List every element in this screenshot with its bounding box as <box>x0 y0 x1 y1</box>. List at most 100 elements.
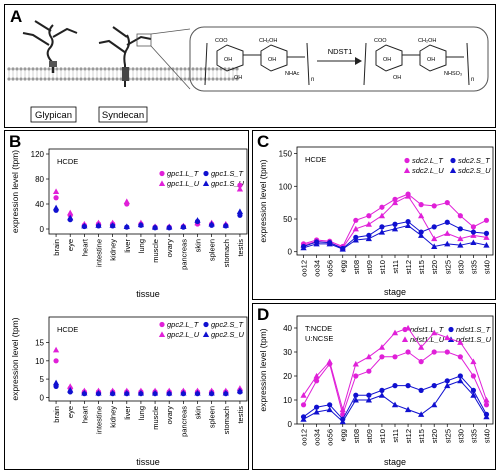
x-tick-label: skin <box>194 239 203 252</box>
membrane-lipid-dot <box>11 67 15 71</box>
membrane-lipid-dot <box>71 77 75 81</box>
data-point <box>67 386 74 393</box>
x-tick-label: oo34 <box>313 429 322 446</box>
membrane-lipid-dot <box>175 77 179 81</box>
legend-marker <box>448 326 454 333</box>
data-point <box>457 242 464 248</box>
data-point <box>444 219 450 225</box>
data-point <box>366 213 372 219</box>
x-tick-label: oo12 <box>300 260 309 277</box>
membrane-lipid-dot <box>155 77 159 81</box>
x-tick-label: st09 <box>365 429 374 443</box>
y-tick-label: 0 <box>288 420 293 429</box>
x-tick-label: st10 <box>378 429 387 443</box>
left-oh2-label: OH <box>268 57 276 63</box>
left-ch2oh-label: CH₂OH <box>259 38 277 44</box>
x-tick-label: st35 <box>469 260 478 274</box>
membrane-lipid-dot <box>215 67 219 71</box>
membrane-lipid-dot <box>143 67 147 71</box>
membrane-lipid-dot <box>63 67 67 71</box>
legend-marker <box>203 321 209 328</box>
legend-label: gpc2.L_T <box>167 320 200 329</box>
legend-marker <box>202 180 210 186</box>
legend-marker <box>159 170 165 177</box>
x-axis-label: stage <box>384 457 406 467</box>
data-point <box>300 392 307 398</box>
reaction-arrow-icon <box>317 57 362 65</box>
membrane-lipid-dot <box>135 77 139 81</box>
legend-marker <box>450 157 456 164</box>
data-point <box>392 196 398 202</box>
panel-c: C 0 50 100 150 oo12 oo34 oo56 egg st08 st09 st10 st… <box>252 130 496 300</box>
x-tick-label: st08 <box>352 260 361 274</box>
data-point <box>379 224 385 230</box>
data-point <box>431 235 438 242</box>
data-point <box>418 411 425 417</box>
data-point <box>109 389 116 396</box>
data-point <box>180 389 187 396</box>
panel-a-diagram: NDST1 COO CH₂OH OH OH OH NHAc n COO CH₂O… <box>7 20 489 123</box>
data-point <box>236 185 244 192</box>
legend-marker <box>401 336 409 342</box>
panel-a: A <box>4 4 496 128</box>
data-point <box>137 221 145 228</box>
chemistry-box <box>189 26 489 92</box>
data-point <box>352 396 359 403</box>
x-tick-label: eye <box>66 239 75 251</box>
data-point <box>470 387 476 393</box>
y-axis-label: expression level (tpm) <box>10 317 20 400</box>
membrane-lipid-dot <box>87 67 91 71</box>
data-point <box>418 232 425 238</box>
legend-label: gpc2.L_U <box>167 330 200 339</box>
membrane-lipid-dot <box>131 77 135 81</box>
y-tick-label: 20 <box>283 372 292 381</box>
membrane-lipid-dot <box>135 67 139 71</box>
data-point <box>405 219 411 225</box>
x-tick-label: spleen <box>208 406 217 428</box>
data-point <box>166 224 173 230</box>
x-tick-label: kidney <box>109 239 118 261</box>
legend-label: ndst1.L_U <box>410 335 445 344</box>
data-point <box>366 368 372 374</box>
legend-marker <box>449 167 457 173</box>
membrane-lipid-dot <box>183 77 187 81</box>
right-n-label: n <box>471 77 474 83</box>
data-point <box>418 212 425 219</box>
y-tick-label: 10 <box>35 357 44 366</box>
membrane-lipid-dot <box>139 77 143 81</box>
membrane-lipid-dot <box>147 67 151 71</box>
membrane-lipid-dot <box>107 67 111 71</box>
panel-d: D 0 10 20 30 40 oo12 oo34 oo56 egg st08 st09 st10 st… <box>252 303 496 470</box>
y-tick-label: 40 <box>35 200 44 209</box>
data-point <box>392 354 398 360</box>
x-tick-label: st40 <box>482 260 491 274</box>
membrane-lipid-dot <box>115 77 119 81</box>
membrane-lipid-dot <box>199 77 203 81</box>
y-tick-label: 100 <box>279 182 293 191</box>
cell-membrane <box>7 67 242 81</box>
membrane-lipid-dot <box>235 67 239 71</box>
membrane-lipid-dot <box>143 77 147 81</box>
membrane-lipid-dot <box>91 77 95 81</box>
data-point <box>151 224 159 230</box>
data-point <box>81 222 88 229</box>
membrane-lipid-dot <box>167 67 171 71</box>
legend-label: ndst1.L_T <box>410 325 445 334</box>
data-point <box>52 379 60 386</box>
membrane-lipid-dot <box>195 67 199 71</box>
data-point <box>67 383 74 389</box>
membrane-lipid-dot <box>147 77 151 81</box>
data-point <box>404 324 412 331</box>
y-tick-label: 40 <box>283 324 292 333</box>
data-point <box>470 224 476 230</box>
data-point <box>379 204 385 210</box>
membrane-lipid-dot <box>191 77 195 81</box>
data-point <box>444 240 451 247</box>
x-tick-label: kidney <box>109 406 118 428</box>
legend-label: sdc2.L_U <box>412 166 444 175</box>
data-point <box>431 349 437 355</box>
left-n-label: n <box>311 77 314 83</box>
data-point <box>222 222 229 228</box>
data-point <box>391 401 399 408</box>
enzyme-label: NDST1 <box>328 47 353 56</box>
